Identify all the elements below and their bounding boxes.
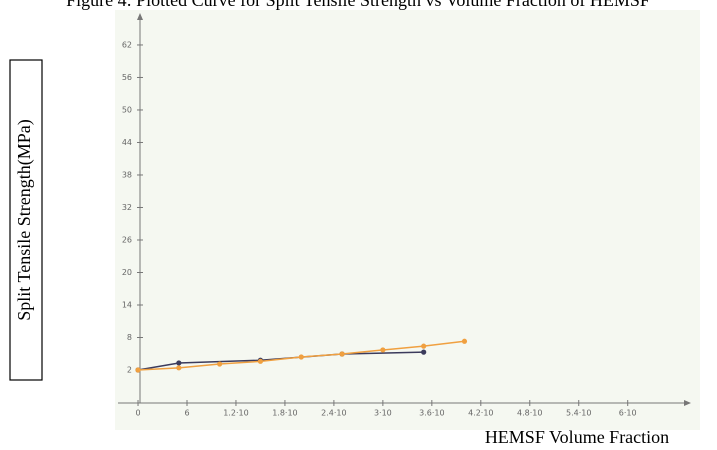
x-axis-label: HEMSF Volume Fraction — [485, 427, 669, 447]
y-tick-label: 38 — [122, 170, 132, 179]
x-tick-label: 2.4·10 — [321, 409, 346, 418]
x-tick-label: 4.8·10 — [517, 409, 542, 418]
x-tick-label: 1.8·10 — [272, 409, 297, 418]
data-point — [176, 365, 182, 371]
x-tick-label: 5.4·10 — [566, 409, 591, 418]
y-tick-label: 50 — [122, 105, 132, 114]
x-tick-label: 6 — [184, 409, 189, 418]
y-tick-label: 20 — [122, 268, 132, 277]
x-tick-label: 0 — [135, 409, 140, 418]
y-tick-label: 56 — [122, 73, 132, 82]
data-point — [135, 367, 141, 373]
y-tick-label: 62 — [122, 40, 132, 49]
data-point — [176, 360, 182, 366]
x-tick-label: 3·10 — [374, 409, 392, 418]
x-tick-label: 1.2·10 — [223, 409, 248, 418]
data-point — [298, 354, 304, 360]
chart-title: Figure 4: Plotted Curve for Split Tensil… — [66, 0, 650, 10]
x-tick-label: 6·10 — [619, 409, 637, 418]
y-axis-label: Split Tensile Strength(MPa) — [14, 119, 35, 320]
x-tick-label: 4.2·10 — [468, 409, 493, 418]
y-label-box — [9, 59, 43, 381]
data-point — [421, 343, 427, 349]
y-tick-label: 26 — [122, 235, 132, 244]
data-point — [380, 347, 386, 353]
data-point — [339, 351, 345, 357]
x-tick-label: 3.6·10 — [419, 409, 444, 418]
y-tick-label: 14 — [122, 300, 132, 309]
data-point — [461, 338, 468, 344]
y-tick-label: 2 — [127, 365, 132, 374]
data-point — [257, 358, 264, 364]
plot-background — [115, 10, 700, 430]
y-tick-label: 8 — [127, 333, 132, 342]
data-point — [217, 361, 223, 367]
y-tick-label: 32 — [122, 203, 132, 212]
data-point — [421, 349, 427, 355]
y-tick-label: 44 — [122, 138, 132, 147]
